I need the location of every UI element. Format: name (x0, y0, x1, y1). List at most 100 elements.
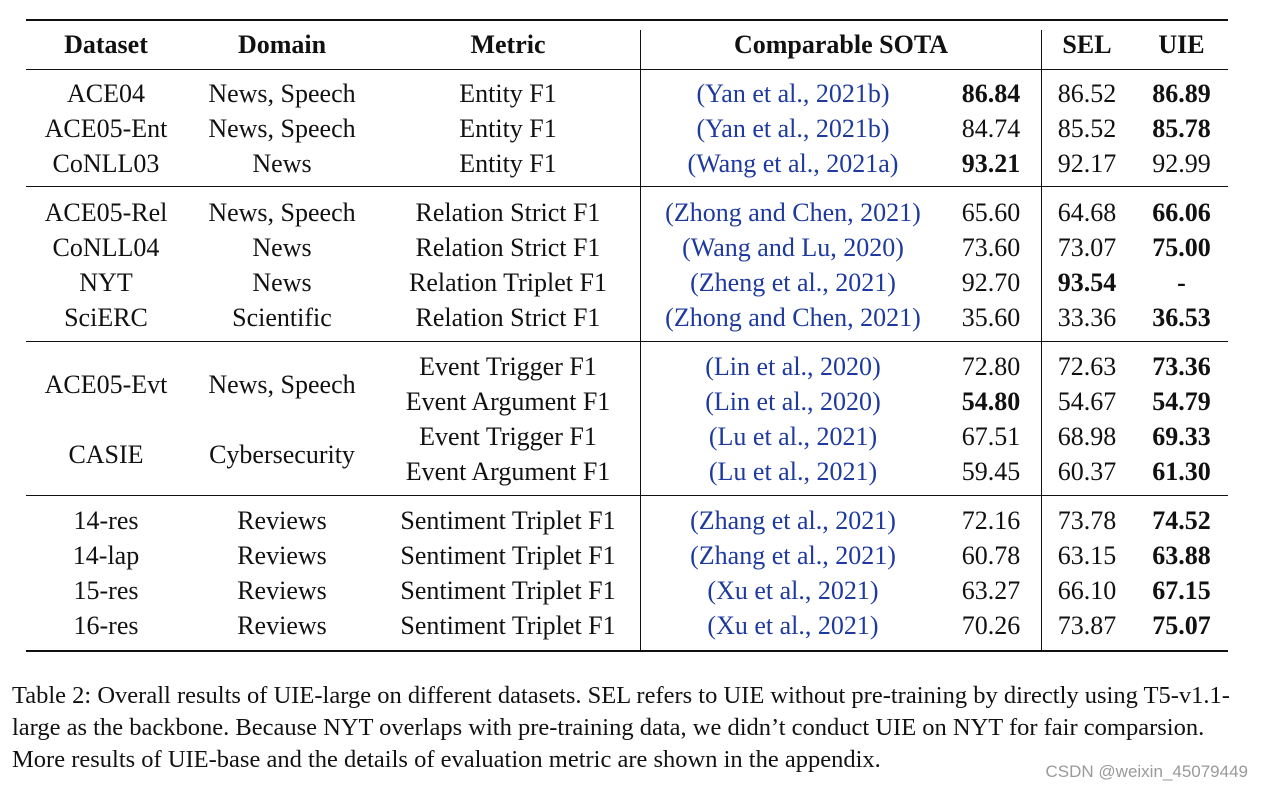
sel-value: 93.54 (1057, 268, 1117, 297)
dataset-cell: 14-lap (72, 541, 140, 570)
citation-link[interactable]: (Lu et al., 2021) (708, 457, 878, 486)
dataset-cell: CASIE (68, 439, 144, 469)
citation-text[interactable]: Wang and Lu, 2020 (690, 233, 896, 262)
citation-link[interactable]: (Lu et al., 2021) (708, 422, 878, 451)
sel-value: 92.17 (1057, 149, 1117, 178)
uie-value: - (1177, 268, 1186, 297)
metric-cell: Sentiment Triplet F1 (400, 611, 616, 640)
sota-value: 73.60 (961, 233, 1021, 262)
citation-link[interactable]: (Yan et al., 2021b) (696, 79, 890, 108)
uie-value: 54.79 (1152, 387, 1211, 416)
citation-text[interactable]: Lin et al., 2020 (713, 387, 873, 416)
dataset-cell: 14-res (73, 506, 139, 535)
header-sota: Comparable SOTA (733, 30, 949, 59)
sota-value: 60.78 (961, 541, 1021, 570)
citation-link[interactable]: (Wang et al., 2021a) (687, 149, 899, 178)
citation-text[interactable]: Lin et al., 2020 (713, 352, 873, 381)
header-domain: Domain (237, 30, 327, 59)
header-dataset: Dataset (64, 30, 148, 59)
citation-link[interactable]: (Lin et al., 2020) (705, 387, 881, 416)
citation-link[interactable]: (Zhong and Chen, 2021) (665, 198, 921, 227)
sota-value: 35.60 (961, 303, 1021, 332)
group-rule-1 (26, 186, 1228, 187)
uie-value: 69.33 (1152, 422, 1211, 451)
dataset-cell: 16-res (73, 611, 139, 640)
citation-text[interactable]: Yan et al., 2021b (705, 114, 881, 143)
citation-link[interactable]: (Yan et al., 2021b) (696, 114, 890, 143)
metric-cell: Entity F1 (459, 149, 557, 178)
dataset-cell: SciERC (64, 303, 148, 332)
sota-value: 54.80 (961, 387, 1021, 416)
sel-value: 73.07 (1057, 233, 1117, 262)
domain-cell: News (252, 149, 312, 178)
sota-value: 93.21 (961, 149, 1021, 178)
sel-value: 85.52 (1057, 114, 1117, 143)
table-caption: Table 2: Overall results of UIE-large on… (12, 682, 1230, 773)
domain-cell: News, Speech (208, 369, 356, 399)
domain-cell: News (252, 233, 312, 262)
domain-cell: Reviews (237, 611, 327, 640)
sel-value: 64.68 (1057, 198, 1117, 227)
domain-cell: News, Speech (208, 114, 356, 143)
uie-value: 67.15 (1152, 576, 1211, 605)
metric-cell: Event Argument F1 (405, 457, 611, 486)
citation-text[interactable]: Xu et al., 2021 (716, 611, 870, 640)
header-rule (26, 69, 1228, 70)
domain-cell: Scientific (232, 303, 332, 332)
sota-value: 72.80 (961, 352, 1021, 381)
citation-text[interactable]: Zhong and Chen, 2021 (673, 198, 913, 227)
domain-cell: Reviews (237, 506, 327, 535)
citation-link[interactable]: (Wang and Lu, 2020) (682, 233, 904, 262)
citation-text[interactable]: Yan et al., 2021b (705, 79, 881, 108)
metric-cell: Entity F1 (459, 114, 557, 143)
sel-value: 60.37 (1057, 457, 1117, 486)
citation-text[interactable]: Lu et al., 2021 (717, 422, 869, 451)
citation-link[interactable]: (Zheng et al., 2021) (690, 268, 896, 297)
bottom-rule (26, 650, 1228, 652)
metric-cell: Relation Strict F1 (415, 303, 601, 332)
sel-value: 54.67 (1057, 387, 1117, 416)
metric-cell: Sentiment Triplet F1 (400, 541, 616, 570)
citation-text[interactable]: Zhong and Chen, 2021 (673, 303, 913, 332)
citation-link[interactable]: (Lin et al., 2020) (705, 352, 881, 381)
sel-value: 68.98 (1057, 422, 1117, 451)
group-rule-2 (26, 341, 1228, 342)
domain-cell: Reviews (237, 541, 327, 570)
uie-value: 73.36 (1152, 352, 1211, 381)
metric-cell: Event Trigger F1 (419, 352, 597, 381)
citation-text[interactable]: Lu et al., 2021 (717, 457, 869, 486)
citation-text[interactable]: Wang et al., 2021a (696, 149, 890, 178)
sota-value: 70.26 (961, 611, 1021, 640)
sel-value: 73.87 (1057, 611, 1117, 640)
dataset-cell: CoNLL04 (52, 233, 160, 262)
sota-sel-divider (1041, 30, 1042, 652)
metric-cell: Relation Triplet F1 (409, 268, 607, 297)
header-uie: UIE (1158, 30, 1205, 59)
dataset-cell: CoNLL03 (52, 149, 160, 178)
citation-link[interactable]: (Xu et al., 2021) (707, 576, 879, 605)
citation-link[interactable]: (Xu et al., 2021) (707, 611, 879, 640)
header-metric: Metric (470, 30, 546, 59)
citation-text[interactable]: Zhang et al., 2021 (698, 506, 888, 535)
uie-value: 63.88 (1152, 541, 1211, 570)
uie-value: 61.30 (1152, 457, 1211, 486)
sota-value: 67.51 (961, 422, 1021, 451)
sel-value: 72.63 (1057, 352, 1117, 381)
citation-text[interactable]: Zheng et al., 2021 (698, 268, 888, 297)
metric-cell: Relation Strict F1 (415, 198, 601, 227)
metric-cell: Sentiment Triplet F1 (400, 576, 616, 605)
citation-link[interactable]: (Zhong and Chen, 2021) (665, 303, 921, 332)
metric-cell: Event Argument F1 (405, 387, 611, 416)
sel-value: 66.10 (1057, 576, 1117, 605)
dataset-cell: ACE05-Evt (44, 369, 168, 399)
citation-link[interactable]: (Zhang et al., 2021) (690, 541, 896, 570)
sel-value: 86.52 (1057, 79, 1117, 108)
sel-value: 73.78 (1057, 506, 1117, 535)
sel-value: 33.36 (1057, 303, 1117, 332)
citation-link[interactable]: (Zhang et al., 2021) (690, 506, 896, 535)
uie-value: 75.07 (1152, 611, 1211, 640)
uie-value: 66.06 (1152, 198, 1211, 227)
citation-text[interactable]: Xu et al., 2021 (716, 576, 870, 605)
citation-text[interactable]: Zhang et al., 2021 (698, 541, 888, 570)
